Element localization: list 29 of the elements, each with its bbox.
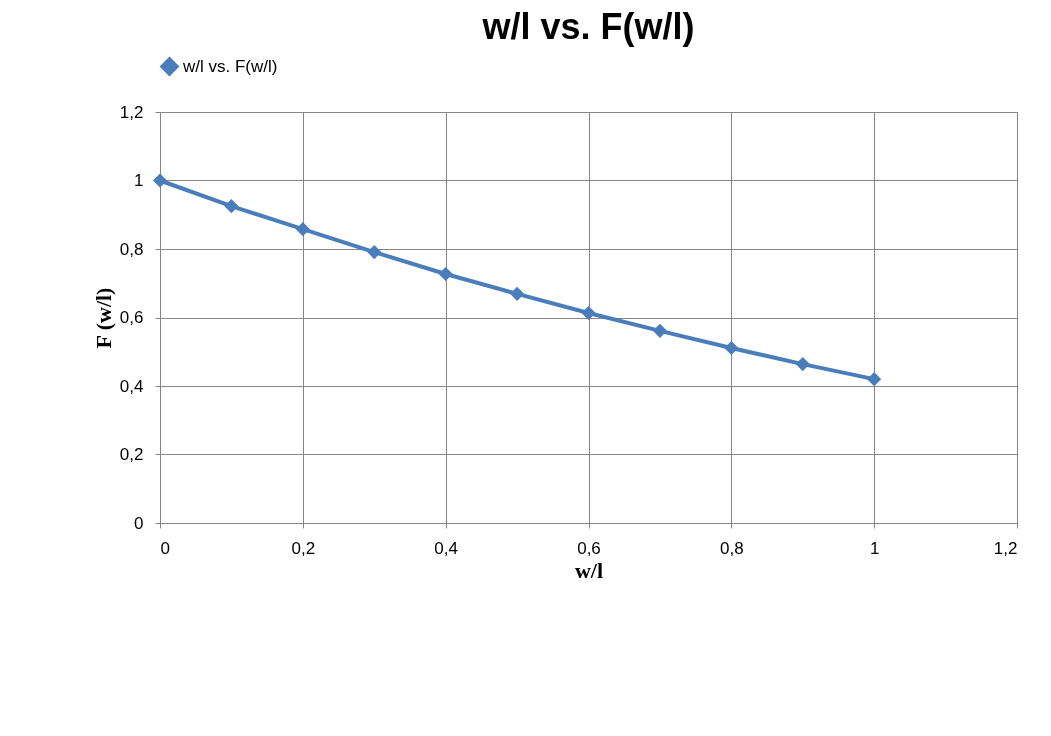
point [652, 323, 667, 338]
x-tick-label: 0,2 [291, 538, 316, 558]
x-tick-label: 0,4 [434, 538, 458, 558]
chart-title: w/l vs. F(w/l) [481, 6, 695, 47]
y-tick-label: 0,2 [119, 445, 144, 464]
y-tick-label: 0,6 [119, 308, 144, 327]
y-tick-label: 0 [134, 513, 144, 533]
point [367, 245, 382, 260]
point [795, 357, 810, 372]
x-axis-title: w/l [574, 557, 604, 583]
y-tick-label: 0,8 [119, 239, 144, 259]
y-tick-label: 1,2 [119, 102, 144, 122]
x-tick-label: 1,2 [993, 538, 1018, 558]
x-tick-label: 1 [869, 538, 880, 558]
y-tick-label: 1 [134, 171, 144, 190]
y-axis-title: F (w/l) [90, 287, 116, 349]
point [867, 372, 882, 387]
point [724, 340, 739, 356]
point [152, 173, 168, 188]
point [224, 199, 239, 214]
point [581, 305, 596, 321]
point [510, 286, 525, 301]
legend-label: w/l vs. F(w/l) [182, 56, 278, 76]
y-tick-label: 0,4 [119, 376, 144, 396]
point [295, 222, 310, 237]
x-tick-label: 0 [160, 538, 170, 558]
x-tick-label: 0,6 [577, 538, 601, 558]
x-tick-label: 0,8 [720, 538, 744, 558]
point [438, 266, 453, 282]
